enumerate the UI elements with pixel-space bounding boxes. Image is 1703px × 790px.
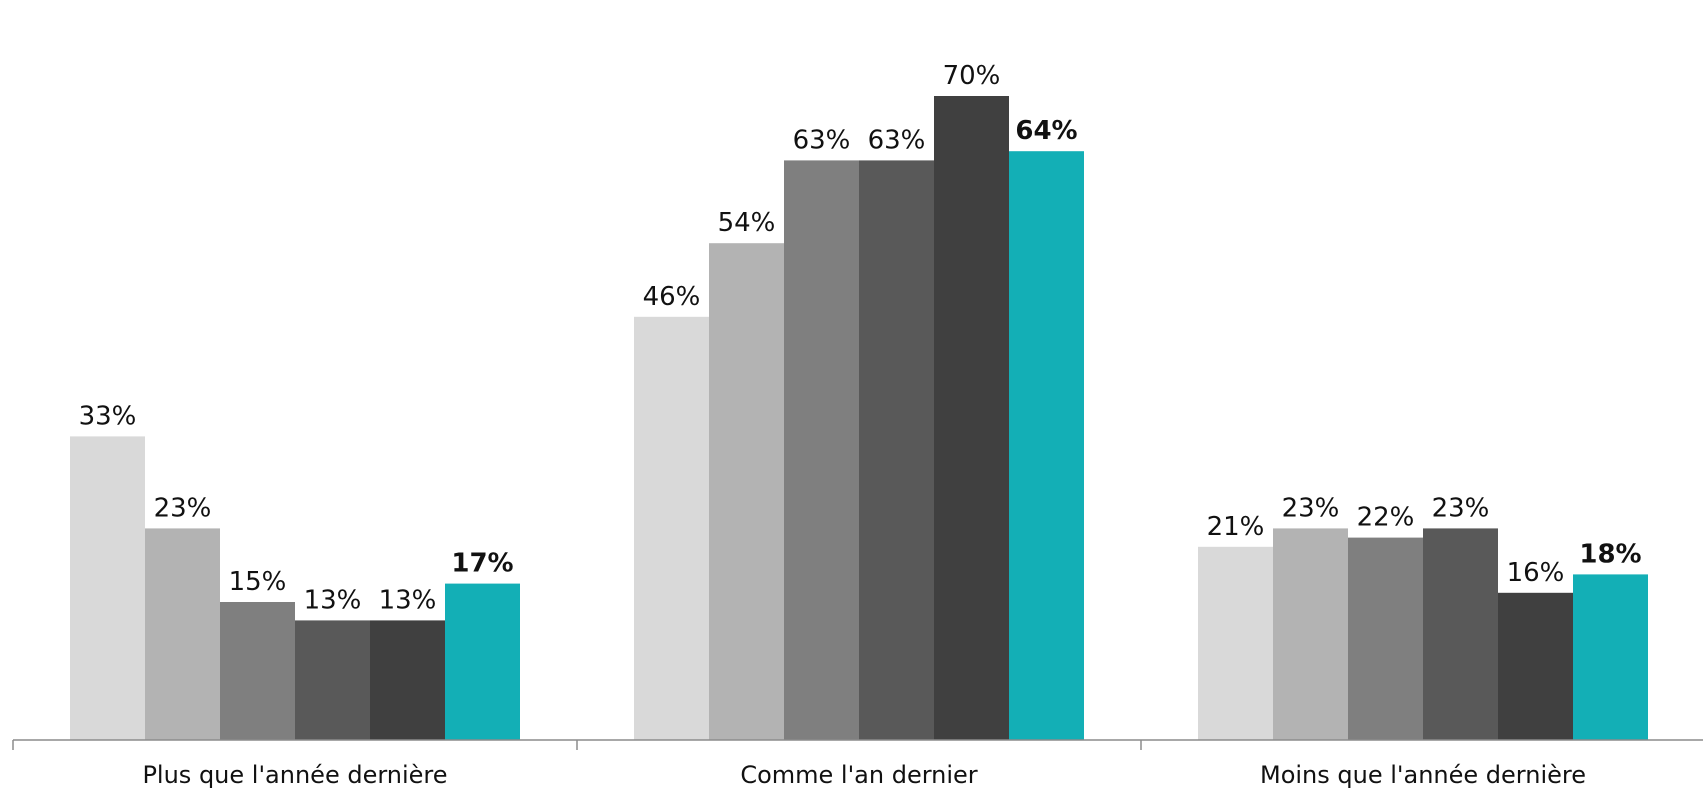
value-label-0-1: 23% bbox=[154, 493, 212, 523]
value-label-1-2: 63% bbox=[793, 125, 851, 155]
value-label-0-2: 15% bbox=[229, 567, 287, 597]
value-label-2-5: 18% bbox=[1579, 539, 1641, 569]
value-label-1-3: 63% bbox=[868, 125, 926, 155]
value-label-2-3: 23% bbox=[1432, 493, 1490, 523]
bar-0-0 bbox=[70, 436, 145, 740]
bar-1-5 bbox=[1009, 151, 1084, 740]
bar-0-3 bbox=[295, 620, 370, 740]
category-label-2: Moins que l'année dernière bbox=[1260, 761, 1586, 789]
value-label-1-1: 54% bbox=[718, 208, 776, 238]
value-label-2-0: 21% bbox=[1207, 512, 1265, 542]
value-label-1-4: 70% bbox=[943, 61, 1001, 91]
bar-2-4 bbox=[1498, 592, 1573, 740]
bar-2-2 bbox=[1348, 537, 1423, 740]
x-axis bbox=[12, 739, 1703, 750]
value-label-0-0: 33% bbox=[79, 401, 137, 431]
bar-1-4 bbox=[934, 96, 1009, 740]
category-label-0: Plus que l'année dernière bbox=[142, 761, 447, 789]
bar-2-0 bbox=[1198, 546, 1273, 740]
value-label-1-5: 64% bbox=[1015, 116, 1077, 146]
bars-group bbox=[70, 96, 1648, 740]
bar-1-1 bbox=[709, 243, 784, 740]
bar-0-2 bbox=[220, 602, 295, 740]
value-label-2-1: 23% bbox=[1282, 493, 1340, 523]
bar-0-4 bbox=[370, 620, 445, 740]
bar-1-2 bbox=[784, 160, 859, 740]
bar-0-5 bbox=[445, 583, 520, 740]
value-label-1-0: 46% bbox=[643, 282, 701, 312]
bar-0-1 bbox=[145, 528, 220, 740]
value-label-2-2: 22% bbox=[1357, 503, 1415, 533]
bar-1-0 bbox=[634, 316, 709, 740]
bar-2-1 bbox=[1273, 528, 1348, 740]
bar-2-5 bbox=[1573, 574, 1648, 740]
value-label-0-4: 13% bbox=[379, 585, 437, 615]
value-labels-group: 33% 23% 15% 13% 13% 17% 46% 54% 63% 63% 70% 64% 21% 2… bbox=[79, 61, 1642, 615]
value-label-0-3: 13% bbox=[304, 585, 362, 615]
category-labels-group: Plus que l'année dernière Comme l'an der… bbox=[142, 761, 1586, 789]
value-label-0-5: 17% bbox=[451, 549, 513, 579]
value-label-2-4: 16% bbox=[1507, 558, 1565, 588]
bar-1-3 bbox=[859, 160, 934, 740]
bar-2-3 bbox=[1423, 528, 1498, 740]
category-label-1: Comme l'an dernier bbox=[740, 761, 977, 789]
